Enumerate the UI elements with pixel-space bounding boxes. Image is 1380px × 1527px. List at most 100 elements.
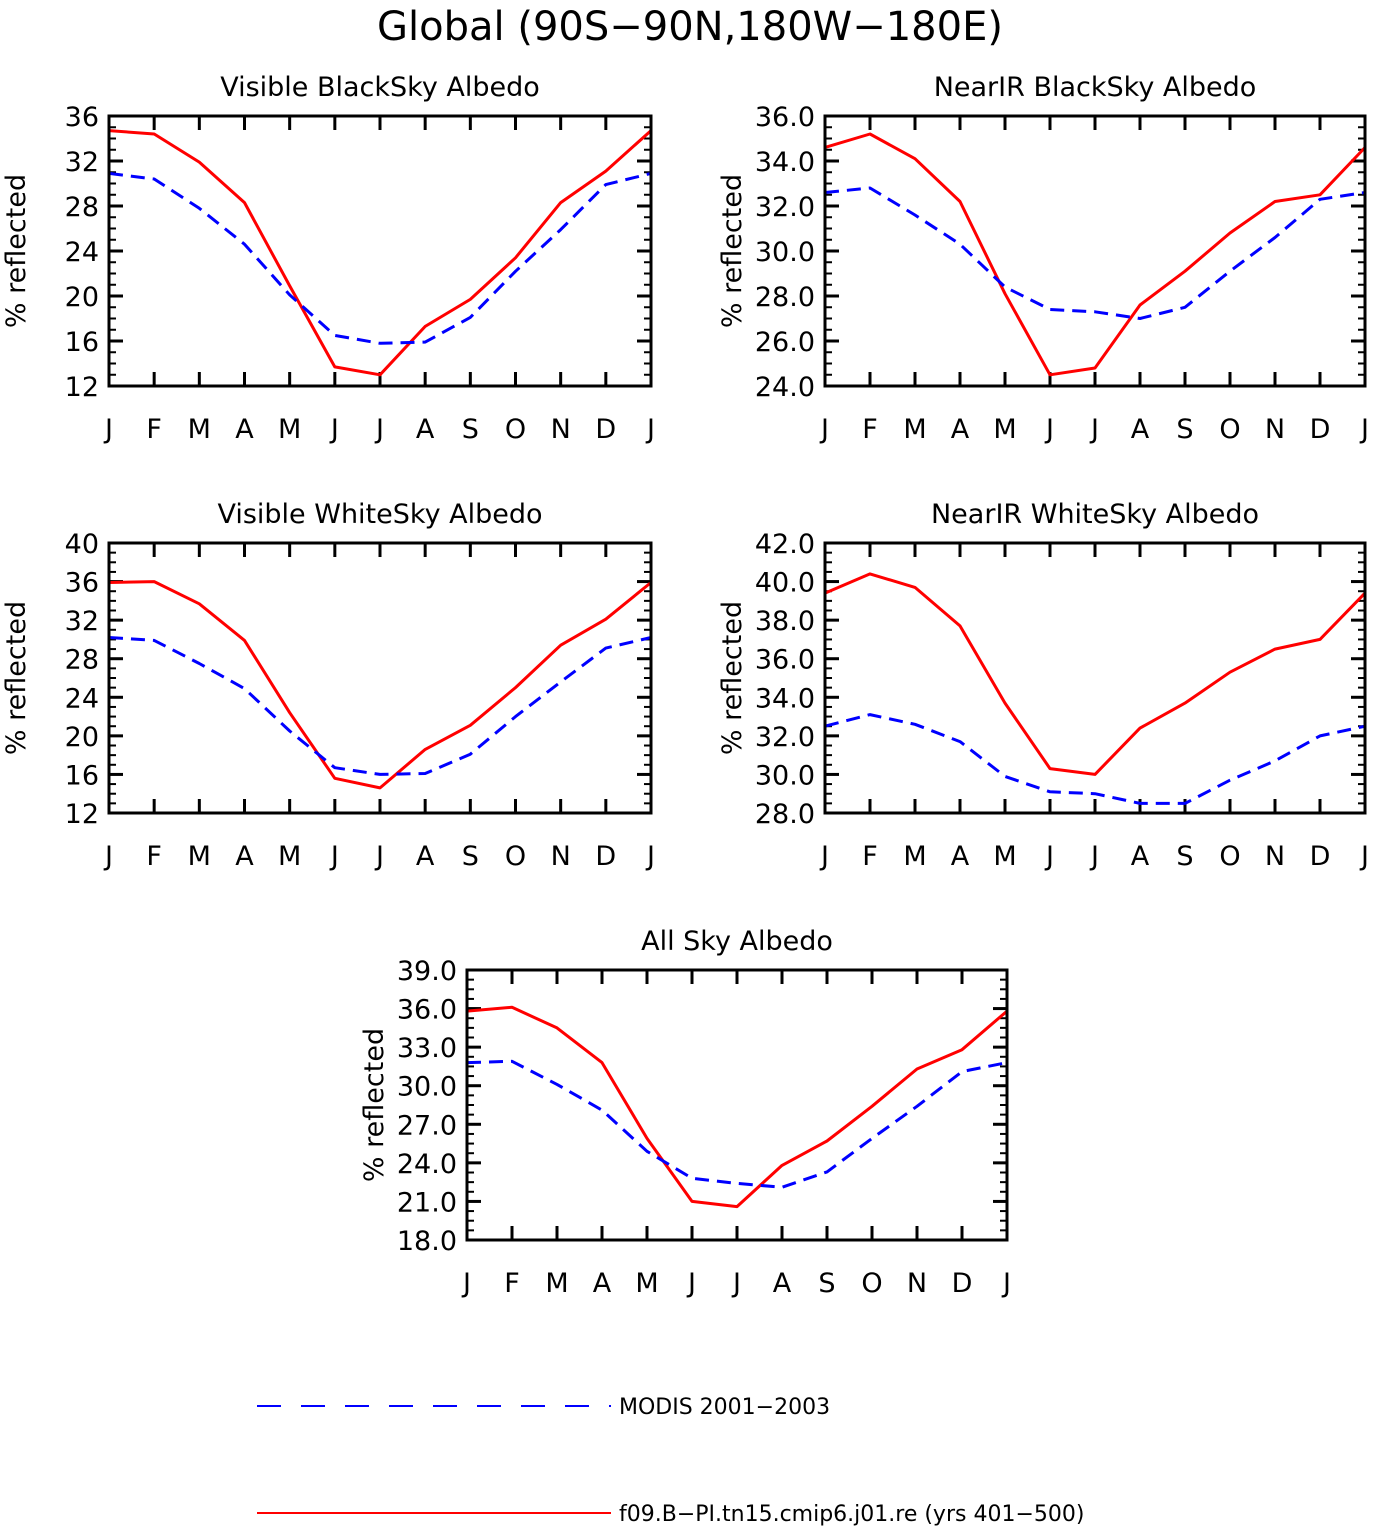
- y-tick-label: 28.0: [755, 799, 815, 830]
- x-tick-label: M: [993, 841, 1016, 872]
- x-tick-label: J: [1044, 841, 1054, 872]
- x-tick-label: M: [188, 414, 211, 445]
- y-tick-label: 30.0: [755, 237, 815, 268]
- y-tick-label: 38.0: [755, 606, 815, 637]
- chart-title: NearIR BlackSky Albedo: [934, 72, 1257, 103]
- x-tick-label: A: [416, 414, 435, 445]
- y-tick-label: 32: [65, 606, 99, 637]
- series-line-model: [109, 129, 651, 377]
- series-line-model: [109, 580, 651, 790]
- y-tick-label: 36: [65, 102, 99, 133]
- x-tick-label: J: [819, 841, 829, 872]
- x-tick-label: J: [329, 414, 339, 445]
- series-line-modis: [825, 186, 1365, 320]
- x-tick-label: N: [1265, 414, 1285, 445]
- y-tick-label: 33.0: [397, 1033, 457, 1064]
- x-tick-label: O: [1219, 841, 1240, 872]
- y-tick-label: 24: [65, 683, 99, 714]
- legend-label: MODIS 2001−2003: [619, 1395, 830, 1420]
- y-tick-label: 36.0: [397, 995, 457, 1026]
- series-line-modis: [467, 1059, 1007, 1189]
- x-tick-label: M: [278, 841, 301, 872]
- y-tick-label: 28.0: [755, 282, 815, 313]
- x-tick-label: F: [146, 414, 162, 445]
- y-tick-label: 12: [65, 372, 99, 403]
- x-tick-label: J: [1089, 414, 1099, 445]
- x-tick-label: J: [103, 841, 113, 872]
- y-tick-label: 36.0: [755, 645, 815, 676]
- plot-frame: [823, 114, 1367, 388]
- y-tick-label: 32: [65, 147, 99, 178]
- chart-title: NearIR WhiteSky Albedo: [931, 499, 1259, 530]
- x-tick-label: J: [731, 1268, 741, 1299]
- x-tick-label: S: [818, 1268, 835, 1299]
- x-tick-label: A: [951, 841, 970, 872]
- x-tick-label: J: [819, 414, 829, 445]
- x-tick-label: M: [188, 841, 211, 872]
- plot-frame: [465, 968, 1009, 1242]
- y-tick-label: 32.0: [755, 192, 815, 223]
- x-tick-label: F: [146, 841, 162, 872]
- figure-title: Global (90S−90N,180W−180E): [377, 4, 1003, 50]
- x-tick-label: A: [416, 841, 435, 872]
- x-tick-label: F: [862, 841, 878, 872]
- series-line-modis: [825, 713, 1365, 805]
- x-tick-label: D: [595, 841, 616, 872]
- y-axis-label: % reflected: [1, 174, 32, 328]
- series-line-model: [825, 572, 1365, 776]
- x-tick-label: M: [903, 841, 926, 872]
- y-tick-label: 21.0: [397, 1187, 457, 1218]
- y-axis-label: % reflected: [1, 601, 32, 755]
- y-tick-label: 34.0: [755, 683, 815, 714]
- x-tick-label: A: [235, 414, 254, 445]
- x-tick-label: N: [1265, 841, 1285, 872]
- x-tick-label: M: [635, 1268, 658, 1299]
- x-tick-label: J: [1044, 414, 1054, 445]
- x-tick-label: J: [374, 414, 384, 445]
- y-tick-label: 32.0: [755, 722, 815, 753]
- y-tick-label: 24: [65, 237, 99, 268]
- x-tick-label: J: [1089, 841, 1099, 872]
- x-tick-label: D: [1310, 841, 1331, 872]
- x-tick-label: F: [862, 414, 878, 445]
- x-tick-label: S: [462, 841, 479, 872]
- x-tick-label: F: [504, 1268, 520, 1299]
- x-tick-label: O: [505, 841, 526, 872]
- y-tick-label: 28: [65, 645, 99, 676]
- legend-label: f09.B−PI.tn15.cmip6.j01.re (yrs 401−500): [619, 1502, 1084, 1527]
- y-axis-label: % reflected: [717, 174, 748, 328]
- series-line-modis: [109, 171, 651, 345]
- x-tick-label: A: [773, 1268, 792, 1299]
- x-tick-label: D: [1310, 414, 1331, 445]
- series-line-modis: [109, 636, 651, 776]
- x-tick-label: S: [1176, 414, 1193, 445]
- y-tick-label: 39.0: [397, 956, 457, 987]
- y-tick-label: 40.0: [755, 568, 815, 599]
- y-axis-label: % reflected: [717, 601, 748, 755]
- y-tick-label: 26.0: [755, 327, 815, 358]
- y-tick-label: 36.0: [755, 102, 815, 133]
- x-tick-label: N: [551, 841, 571, 872]
- y-tick-label: 24.0: [397, 1149, 457, 1180]
- x-tick-label: M: [903, 414, 926, 445]
- plot-frame: [823, 541, 1367, 815]
- x-tick-label: J: [1001, 1268, 1011, 1299]
- plot-frame: [107, 114, 653, 388]
- y-tick-label: 36: [65, 568, 99, 599]
- y-tick-label: 16: [65, 327, 99, 358]
- y-tick-label: 28: [65, 192, 99, 223]
- y-tick-label: 30.0: [397, 1072, 457, 1103]
- series-line-model: [467, 1005, 1007, 1209]
- y-tick-label: 40: [65, 529, 99, 560]
- series-line-model: [825, 132, 1365, 377]
- x-tick-label: J: [103, 414, 113, 445]
- y-tick-label: 27.0: [397, 1110, 457, 1141]
- y-axis-label: % reflected: [359, 1028, 390, 1182]
- x-tick-label: O: [1219, 414, 1240, 445]
